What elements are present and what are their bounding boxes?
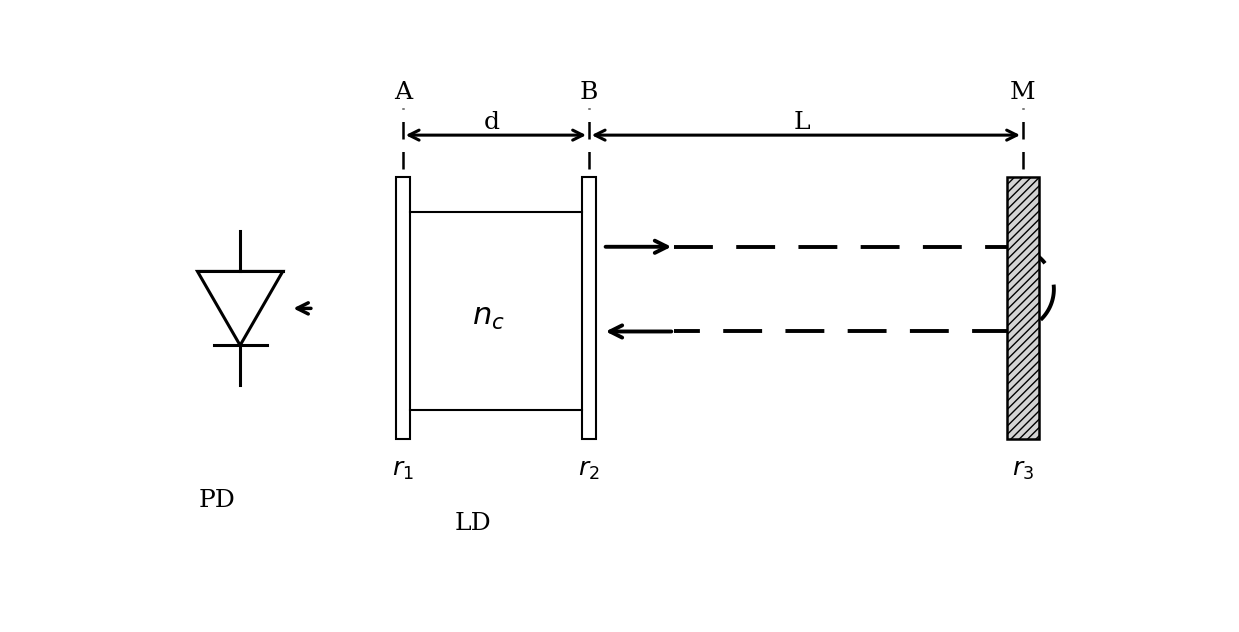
- Text: $n_c$: $n_c$: [472, 301, 504, 332]
- Text: LD: LD: [455, 513, 491, 535]
- Text: A: A: [394, 82, 411, 104]
- Bar: [1006, 178, 1040, 439]
- Text: $r_1$: $r_1$: [392, 459, 414, 482]
- Text: M: M: [1010, 82, 1036, 104]
- Text: PD: PD: [198, 489, 235, 513]
- Text: $r_3$: $r_3$: [1012, 459, 1033, 482]
- Text: d: d: [484, 111, 501, 133]
- Text: L: L: [794, 111, 810, 133]
- Bar: [396, 178, 410, 439]
- Text: B: B: [580, 82, 598, 104]
- Text: $r_2$: $r_2$: [579, 459, 600, 482]
- Bar: [582, 178, 596, 439]
